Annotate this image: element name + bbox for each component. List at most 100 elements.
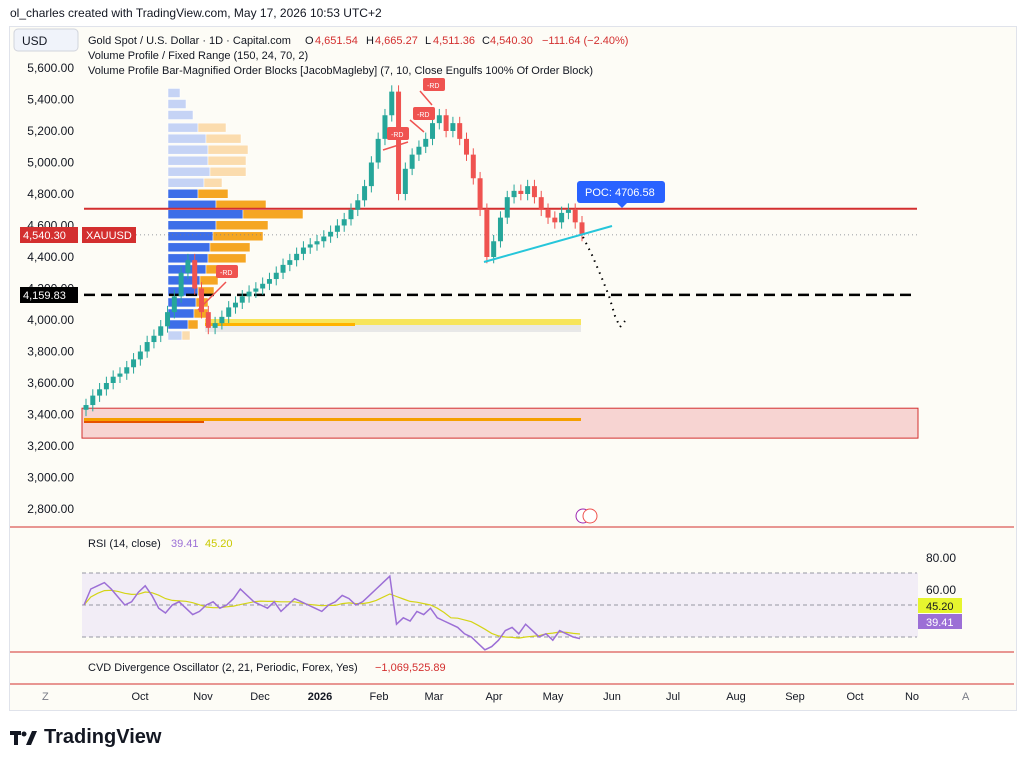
- symbol-tag-label: XAUUSD: [86, 230, 132, 242]
- volume-bar-up: [167, 209, 244, 219]
- legend-l-value: 4,511.36: [433, 35, 475, 47]
- x-tick-label: Feb: [370, 691, 389, 703]
- projection-path[interactable]: [582, 236, 626, 329]
- legend-symbol: Gold Spot / U.S. Dollar · 1D · Capital.c…: [88, 35, 291, 47]
- y-tick-label: 3,200.00: [27, 439, 74, 453]
- legend-indicator-2: Volume Profile Bar-Magnified Order Block…: [88, 65, 593, 77]
- svg-text:-RD: -RD: [391, 132, 403, 139]
- tradingview-logo[interactable]: TradingView: [10, 726, 161, 749]
- candle-body: [158, 326, 164, 336]
- y-tick-label: 2,800.00: [27, 502, 74, 516]
- poc-label-box: [577, 181, 665, 203]
- candle-body: [226, 307, 232, 317]
- candle-body: [192, 260, 198, 289]
- volume-bar-down: [212, 231, 264, 242]
- candle-body: [457, 123, 463, 139]
- y-tick-label: 5,400.00: [27, 93, 74, 107]
- candle-body: [436, 115, 442, 124]
- candle-body: [470, 154, 476, 179]
- candle-body: [450, 123, 456, 131]
- candle-body: [362, 186, 368, 201]
- x-tick-label: Jul: [666, 691, 680, 703]
- candle-body: [83, 405, 89, 410]
- y-tick-label: 5,000.00: [27, 156, 74, 170]
- legend-o-value: 4,651.54: [315, 35, 358, 47]
- zoom-out-button[interactable]: Z: [42, 691, 49, 703]
- candle-body: [334, 225, 340, 232]
- volume-bar-up: [167, 319, 189, 330]
- x-tick-label: May: [543, 691, 564, 703]
- candle-body: [368, 162, 374, 187]
- candle-body: [423, 138, 429, 147]
- volume-bar-up: [167, 88, 181, 98]
- candle-body: [341, 219, 347, 226]
- currency-button[interactable]: [13, 28, 79, 52]
- candle-body: [396, 91, 402, 194]
- volume-bar-down: [205, 133, 242, 144]
- candle-body: [477, 178, 483, 210]
- rsi-label: RSI (14, close): [88, 538, 161, 550]
- candle-body: [579, 222, 585, 235]
- auto-scale-button[interactable]: A: [962, 691, 970, 703]
- candle-body: [97, 389, 103, 396]
- candle-body: [178, 272, 184, 297]
- legend-change: −111.64 (−2.40%): [542, 35, 628, 47]
- y-tick-label: 3,600.00: [27, 376, 74, 390]
- volume-bar-up: [167, 189, 199, 199]
- trend-line[interactable]: [483, 225, 613, 263]
- candle-body: [171, 296, 177, 313]
- rsi-value-1: 39.41: [171, 538, 199, 550]
- flag-icon[interactable]: [582, 508, 598, 524]
- tradingview-logo-icon: [10, 730, 37, 745]
- y-tick-label: 4,400.00: [27, 250, 74, 264]
- rsi-tag-value: 39.41: [926, 617, 954, 629]
- candle-body: [443, 115, 449, 131]
- candle-body: [287, 260, 293, 265]
- chart-header: ol_charles created with TradingView.com,…: [10, 6, 382, 20]
- candle-body: [280, 264, 286, 273]
- candle-body: [463, 138, 469, 155]
- candle-body: [294, 253, 300, 261]
- poc-label: POC: 4706.58: [585, 187, 655, 199]
- legend-h-value: 4,665.27: [375, 35, 418, 47]
- order-block-line: [84, 418, 581, 421]
- volume-bar-down: [197, 122, 227, 133]
- rsi-tag: [918, 614, 962, 629]
- volume-bar-up: [167, 220, 217, 231]
- candle-body: [491, 241, 497, 257]
- legend-indicator-1: Volume Profile / Fixed Range (150, 24, 7…: [88, 50, 308, 62]
- candle-body: [90, 395, 96, 406]
- candle-body: [348, 209, 354, 220]
- poc-label-pointer: [617, 203, 627, 208]
- level-tag-value: 4,159.83: [23, 290, 66, 302]
- candle-body: [151, 335, 157, 343]
- candle-body: [260, 283, 266, 289]
- candle-body: [246, 291, 252, 297]
- cvd-label: CVD Divergence Oscillator (2, 21, Period…: [88, 662, 358, 674]
- candle-body: [430, 123, 436, 139]
- volume-bar-up: [167, 99, 187, 109]
- y-tick-label: 5,200.00: [27, 124, 74, 138]
- volume-bar-up: [167, 242, 211, 253]
- y-tick-label: 3,400.00: [27, 408, 74, 422]
- rsi-ma-tag: [918, 598, 962, 613]
- volume-bar-down: [207, 144, 249, 155]
- y-tick-label: 4,800.00: [27, 187, 74, 201]
- candle-body: [328, 231, 334, 237]
- candle-body: [355, 200, 361, 210]
- y-tick-label: 4,000.00: [27, 313, 74, 327]
- symbol-tag: [82, 227, 136, 243]
- candle-body: [409, 154, 415, 169]
- volume-bar-down: [209, 166, 247, 177]
- volume-bar-up: [167, 110, 194, 120]
- candle-body: [273, 272, 279, 280]
- volume-bar-down: [197, 189, 229, 199]
- x-tick-label: Mar: [425, 691, 444, 703]
- supply-zone: [81, 407, 919, 439]
- candle-body: [185, 260, 191, 273]
- legend-l-label: L: [425, 35, 431, 47]
- volume-bar-down: [181, 330, 191, 341]
- x-tick-label: Apr: [485, 691, 502, 703]
- candle-body: [572, 209, 578, 223]
